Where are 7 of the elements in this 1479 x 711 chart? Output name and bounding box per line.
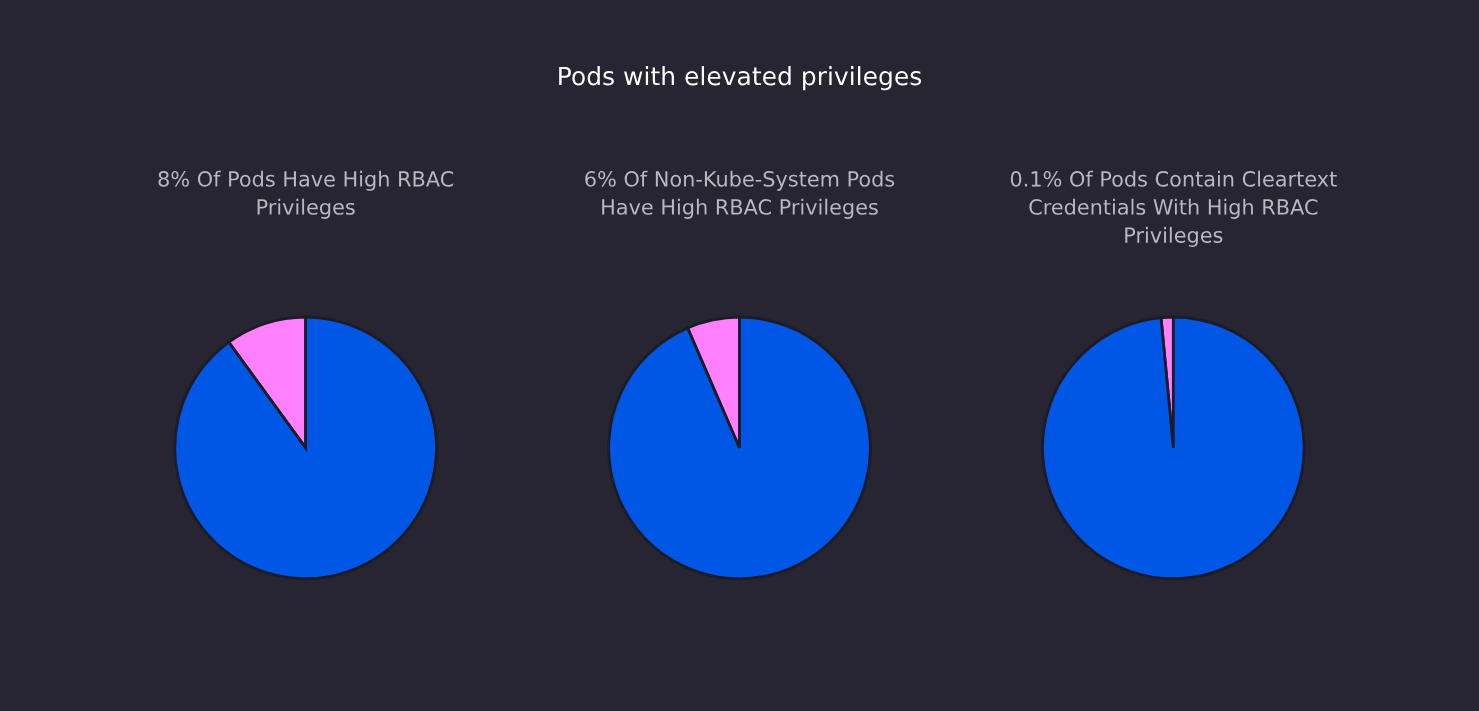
chart-title: 8% Of Pods Have High RBAC Privileges — [158, 170, 454, 219]
pie-slice — [173, 315, 438, 581]
pie-slice — [607, 315, 872, 581]
chart-title: 0.1% Of Pods Contain Cleartext Credentials With High RBAC Privileges — [1010, 170, 1337, 247]
chart-title: 6% Of Non-Kube-System Pods Have High RBAC Privileges — [585, 170, 895, 219]
pie-slice — [1041, 315, 1306, 581]
text: Pods with elevated privileges — [559, 66, 922, 91]
